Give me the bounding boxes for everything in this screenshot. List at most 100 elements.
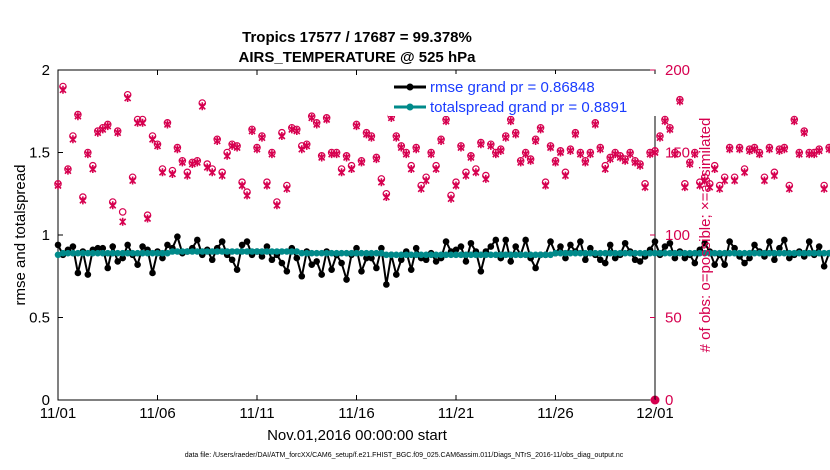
totalspread-point <box>407 251 415 259</box>
obs-assimilated-point <box>686 160 694 169</box>
totalspread-point <box>691 249 699 257</box>
totalspread-point <box>706 249 714 257</box>
y-tick-label: 0 <box>42 392 50 409</box>
obs-assimilated-point <box>671 150 679 159</box>
totalspread-point <box>696 249 704 257</box>
totalspread-point <box>661 249 669 257</box>
obs-assimilated-point <box>825 145 830 154</box>
y2-tick-label: 200 <box>665 62 690 79</box>
totalspread-point <box>363 249 370 257</box>
rmse-point <box>766 238 773 245</box>
totalspread-point <box>253 248 261 255</box>
obs-assimilated-point <box>745 146 754 155</box>
rmse-point <box>298 272 306 280</box>
totalspread-point <box>338 249 345 257</box>
totalspread-point <box>174 248 181 255</box>
totalspread-point <box>184 248 191 255</box>
totalspread-point <box>213 248 221 255</box>
totalspread-point <box>537 251 544 259</box>
totalspread-point <box>517 251 524 259</box>
rmse-point <box>99 244 107 252</box>
rmse-point <box>671 254 679 262</box>
rmse-point <box>606 241 614 249</box>
obs-assimilated-point <box>775 146 783 155</box>
rmse-point <box>268 256 276 264</box>
totalspread-point <box>462 251 470 259</box>
rmse-point <box>467 239 475 247</box>
obs-assimilated-point <box>377 178 385 187</box>
totalspread-point <box>308 249 316 257</box>
obs-assimilated-point <box>258 133 266 142</box>
obs-assimilated-point <box>726 145 734 154</box>
totalspread-point <box>328 249 335 257</box>
rmse-point <box>308 261 316 269</box>
totalspread-point <box>577 249 584 257</box>
y2-axis-label: # of obs: o=possible; ×=assimilated <box>697 118 714 353</box>
totalspread-point <box>159 249 166 257</box>
obs-assimilated-point <box>522 150 530 159</box>
rmse-point <box>94 244 102 252</box>
totalspread-point <box>79 249 87 257</box>
totalspread-point <box>189 248 196 255</box>
totalspread-point <box>427 251 435 259</box>
obs-assimilated-point <box>89 165 97 173</box>
totalspread-point <box>522 251 529 259</box>
obs-assimilated-point <box>815 146 823 155</box>
totalspread-point <box>323 249 330 257</box>
rmse-point <box>661 243 669 250</box>
obs-assimilated-point <box>163 120 172 129</box>
rmse-point <box>278 259 286 267</box>
totalspread-point <box>99 249 107 257</box>
totalspread-point <box>502 251 510 259</box>
totalspread-point <box>437 251 445 259</box>
totalspread-point <box>119 249 126 257</box>
totalspread-point <box>477 251 485 259</box>
obs-assimilated-point <box>153 141 162 150</box>
rmse-point <box>114 258 121 265</box>
rmse-point <box>149 269 156 277</box>
obs-assimilated-point <box>367 133 375 142</box>
rmse-point <box>477 268 485 275</box>
totalspread-point <box>567 249 574 257</box>
totalspread-point <box>417 251 425 259</box>
obs-assimilated-point <box>631 158 639 167</box>
obs-assimilated-point <box>661 117 669 126</box>
totalspread-point <box>452 251 460 259</box>
x-tick-label: 11/26 <box>537 405 573 422</box>
rmse-point <box>741 259 748 267</box>
totalspread-point <box>164 249 171 257</box>
obs-assimilated-point <box>432 165 440 173</box>
totalspread-point <box>218 248 226 255</box>
rmse-point <box>74 269 82 277</box>
legend-spread-label: totalspread grand pr = 0.8891 <box>430 99 627 116</box>
obs-assimilated-point <box>537 125 545 134</box>
obs-assimilated-point <box>357 158 366 167</box>
totalspread-point <box>89 249 97 257</box>
obs-assimilated-point <box>64 166 72 175</box>
obs-assimilated-point <box>372 155 380 164</box>
totalspread-point <box>616 249 624 257</box>
obs-assimilated-point <box>755 150 764 159</box>
totalspread-point <box>432 251 440 259</box>
totalspread-point <box>303 249 311 257</box>
totalspread-point <box>805 249 813 257</box>
totalspread-point <box>542 251 549 259</box>
obs-assimilated-point <box>621 156 629 165</box>
totalspread-point <box>746 249 753 257</box>
totalspread-point <box>487 251 495 259</box>
obs-assimilated-point <box>193 158 201 167</box>
totalspread-point <box>64 249 72 257</box>
obs-assimilated-point <box>268 150 276 159</box>
totalspread-point <box>383 251 390 259</box>
obs-assimilated-point <box>382 193 390 202</box>
rmse-point <box>611 254 619 262</box>
obs-assimilated-point <box>407 165 415 173</box>
obs-assimilated-point <box>701 176 709 185</box>
rmse-point <box>751 241 758 249</box>
obs-assimilated-point <box>143 214 152 223</box>
obs-assimilated-point <box>397 143 405 152</box>
obs-assimilated-point <box>139 118 147 127</box>
totalspread-point <box>442 251 450 259</box>
obs-assimilated-point <box>780 145 788 154</box>
obs-assimilated-point <box>109 201 117 210</box>
